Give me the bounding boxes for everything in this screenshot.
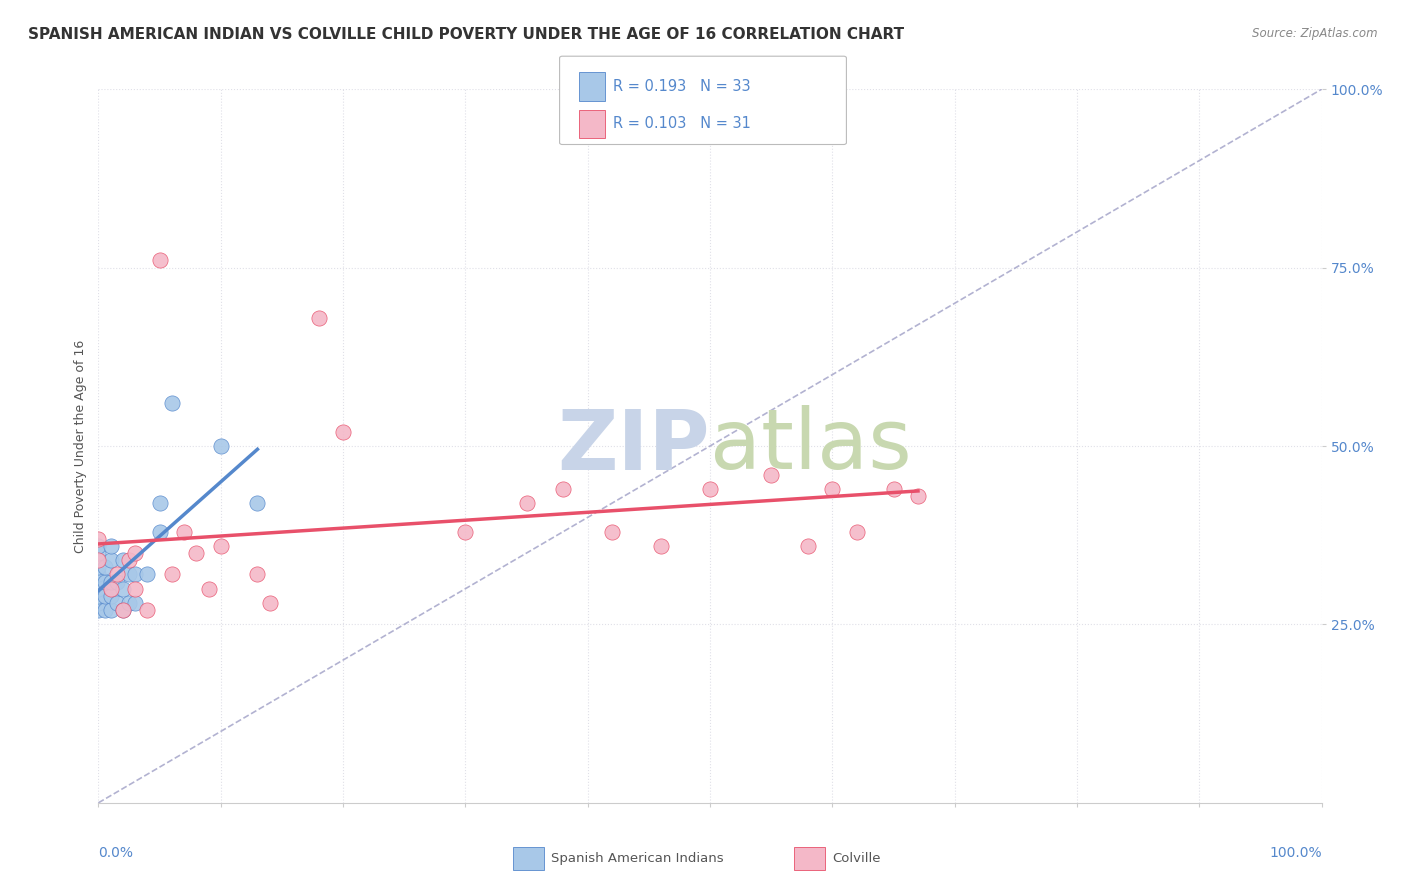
Point (100, 539, 122, 553)
Point (149, 524, 172, 539)
Point (87, 553, 110, 567)
Text: SPANISH AMERICAN INDIAN VS COLVILLE CHILD POVERTY UNDER THE AGE OF 16 CORRELATIO: SPANISH AMERICAN INDIAN VS COLVILLE CHIL… (28, 27, 904, 42)
Point (246, 567, 269, 582)
Point (160, 567, 183, 582)
Text: 0.0%: 0.0% (98, 846, 134, 860)
Point (332, 425, 354, 439)
Point (124, 596, 146, 610)
Point (87, 603, 110, 617)
Point (87, 546, 110, 560)
Text: Source: ZipAtlas.com: Source: ZipAtlas.com (1253, 27, 1378, 40)
Point (650, 539, 672, 553)
Point (118, 596, 141, 610)
Point (111, 603, 134, 617)
Text: Spanish American Indians: Spanish American Indians (551, 852, 724, 864)
Point (845, 524, 868, 539)
Point (515, 496, 537, 510)
Point (93, 603, 115, 617)
Point (93, 589, 115, 603)
Point (209, 539, 232, 553)
Point (105, 596, 128, 610)
Point (136, 603, 159, 617)
Text: R = 0.103   N = 31: R = 0.103 N = 31 (613, 116, 751, 131)
Point (87, 574, 110, 589)
Point (111, 603, 134, 617)
Point (100, 553, 122, 567)
Text: R = 0.193   N = 33: R = 0.193 N = 33 (613, 79, 751, 95)
Text: atlas: atlas (710, 406, 911, 486)
Point (87, 539, 110, 553)
Point (160, 396, 183, 410)
Point (149, 496, 172, 510)
Point (197, 582, 219, 596)
Point (124, 567, 146, 582)
Point (100, 589, 122, 603)
Point (209, 439, 232, 453)
Point (105, 567, 128, 582)
Point (118, 567, 141, 582)
Point (821, 482, 844, 496)
Point (308, 310, 330, 325)
Point (100, 574, 122, 589)
Point (186, 546, 208, 560)
Point (259, 596, 281, 610)
Point (761, 467, 783, 482)
Point (173, 524, 195, 539)
Point (118, 553, 141, 567)
Point (907, 489, 929, 503)
Point (124, 546, 146, 560)
Point (105, 574, 128, 589)
Point (149, 253, 172, 268)
Point (246, 496, 269, 510)
Text: 100.0%: 100.0% (1270, 846, 1322, 860)
Text: Colville: Colville (832, 852, 880, 864)
Point (111, 553, 134, 567)
Point (87, 560, 110, 574)
Y-axis label: Child Poverty Under the Age of 16: Child Poverty Under the Age of 16 (75, 339, 87, 553)
Point (87, 582, 110, 596)
Point (87, 532, 110, 546)
Point (454, 524, 477, 539)
Point (600, 524, 623, 539)
Point (124, 582, 146, 596)
Point (87, 567, 110, 582)
Point (93, 574, 115, 589)
Text: ZIP: ZIP (558, 406, 710, 486)
Point (93, 560, 115, 574)
Point (699, 482, 721, 496)
Point (111, 582, 134, 596)
Point (136, 567, 159, 582)
Point (883, 482, 905, 496)
Point (553, 482, 575, 496)
Point (87, 596, 110, 610)
Point (100, 582, 122, 596)
Point (87, 589, 110, 603)
Point (100, 603, 122, 617)
Point (797, 539, 820, 553)
